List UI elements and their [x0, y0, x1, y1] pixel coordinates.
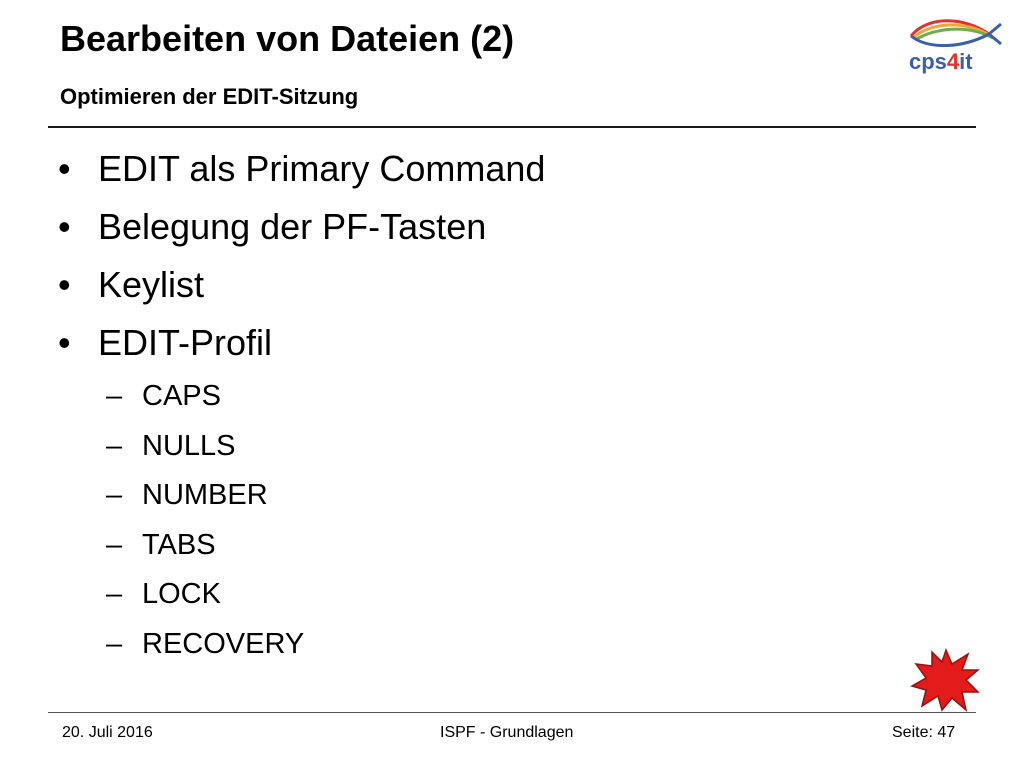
- sub-bullet-item: – LOCK: [106, 578, 858, 628]
- dash-marker: –: [106, 528, 123, 561]
- bullet-text: Keylist: [98, 264, 205, 305]
- slide-title: Bearbeiten von Dateien (2): [60, 18, 515, 59]
- dash-marker: –: [106, 627, 123, 660]
- dash-marker: –: [106, 578, 123, 610]
- sub-bullet-text: CAPS: [142, 380, 221, 412]
- cps4it-logo: cps4it: [909, 19, 1002, 74]
- bullet-item: • Keylist: [58, 264, 858, 322]
- sub-bullet-text: LOCK: [142, 578, 221, 610]
- red-starburst-icon: [910, 648, 980, 712]
- footer-page-number: Seite: 47: [892, 724, 956, 741]
- bullet-marker: •: [58, 206, 71, 247]
- footer-divider: [48, 712, 976, 713]
- bullet-item: • Belegung der PF-Tasten: [58, 206, 858, 264]
- dash-marker: –: [106, 429, 123, 462]
- sub-bullet-text: NUMBER: [142, 479, 268, 511]
- footer-date: 20. Juli 2016: [62, 724, 153, 741]
- sub-bullet-item: – NUMBER: [106, 479, 858, 529]
- sub-bullet-item: – TABS: [106, 529, 858, 579]
- dash-marker: –: [106, 479, 123, 511]
- sub-bullet-text: TABS: [142, 528, 216, 561]
- slide-subtitle: Optimieren der EDIT-Sitzung: [60, 84, 359, 109]
- logo-text: cps4it: [909, 49, 973, 74]
- sub-bullet-text: NULLS: [142, 429, 236, 462]
- footer-title: ISPF - Grundlagen: [440, 724, 574, 741]
- bullet-text: EDIT-Profil: [98, 322, 273, 363]
- bullet-list: • EDIT als Primary Command • Belegung de…: [58, 148, 858, 677]
- sub-bullet-item: – CAPS: [106, 380, 858, 430]
- sub-bullet-text: RECOVERY: [142, 627, 305, 660]
- sub-bullet-item: – RECOVERY: [106, 628, 858, 678]
- bullet-marker: •: [58, 322, 71, 363]
- fish-swoosh-icon: [909, 19, 1002, 47]
- bullet-text: Belegung der PF-Tasten: [98, 206, 487, 247]
- bullet-marker: •: [58, 148, 71, 189]
- bullet-item: • EDIT als Primary Command: [58, 148, 858, 206]
- bullet-item: • EDIT-Profil: [58, 322, 858, 380]
- title-divider: [48, 126, 976, 128]
- bullet-text: EDIT als Primary Command: [98, 148, 546, 189]
- bullet-marker: •: [58, 264, 71, 305]
- sub-bullet-item: – NULLS: [106, 430, 858, 480]
- dash-marker: –: [106, 380, 123, 412]
- sub-bullet-list: – CAPS – NULLS – NUMBER – TABS – LOCK – …: [106, 380, 858, 677]
